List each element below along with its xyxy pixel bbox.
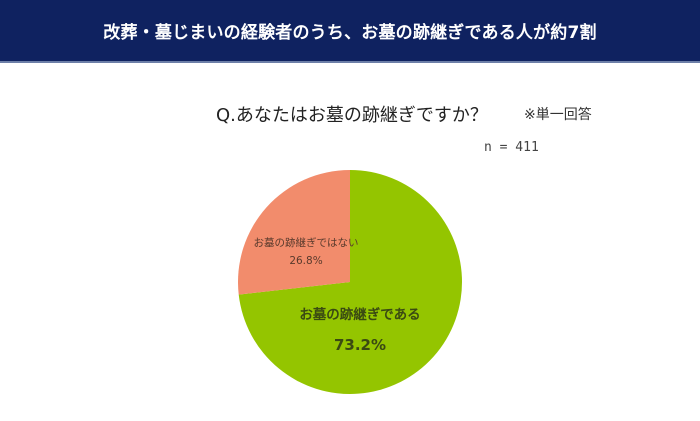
slice-yes-value: 73.2% bbox=[333, 336, 387, 354]
pie-slice-yes bbox=[238, 170, 462, 395]
slice-no-label-text: お墓の跡継ぎではない bbox=[253, 237, 359, 249]
slice-yes-label-text: お墓の跡継ぎである bbox=[299, 307, 421, 323]
page-title: 改葬・墓じまいの経験者のうち、お墓の跡継ぎである人が約7割 bbox=[103, 23, 597, 43]
slice-label-no: お墓の跡継ぎではない 26.8% bbox=[251, 234, 361, 270]
question-text: Q.あなたはお墓の跡継ぎですか？ bbox=[216, 105, 488, 126]
slice-no-value: 26.8% bbox=[289, 255, 323, 267]
header-banner: 改葬・墓じまいの経験者のうち、お墓の跡継ぎである人が約7割 bbox=[0, 0, 700, 63]
sample-size: n = 411 bbox=[484, 140, 539, 155]
slice-label-yes: お墓の跡継ぎである 73.2% bbox=[290, 300, 430, 360]
pie-slice-no bbox=[237, 170, 350, 295]
answer-type-note: ※単一回答 bbox=[524, 107, 592, 123]
